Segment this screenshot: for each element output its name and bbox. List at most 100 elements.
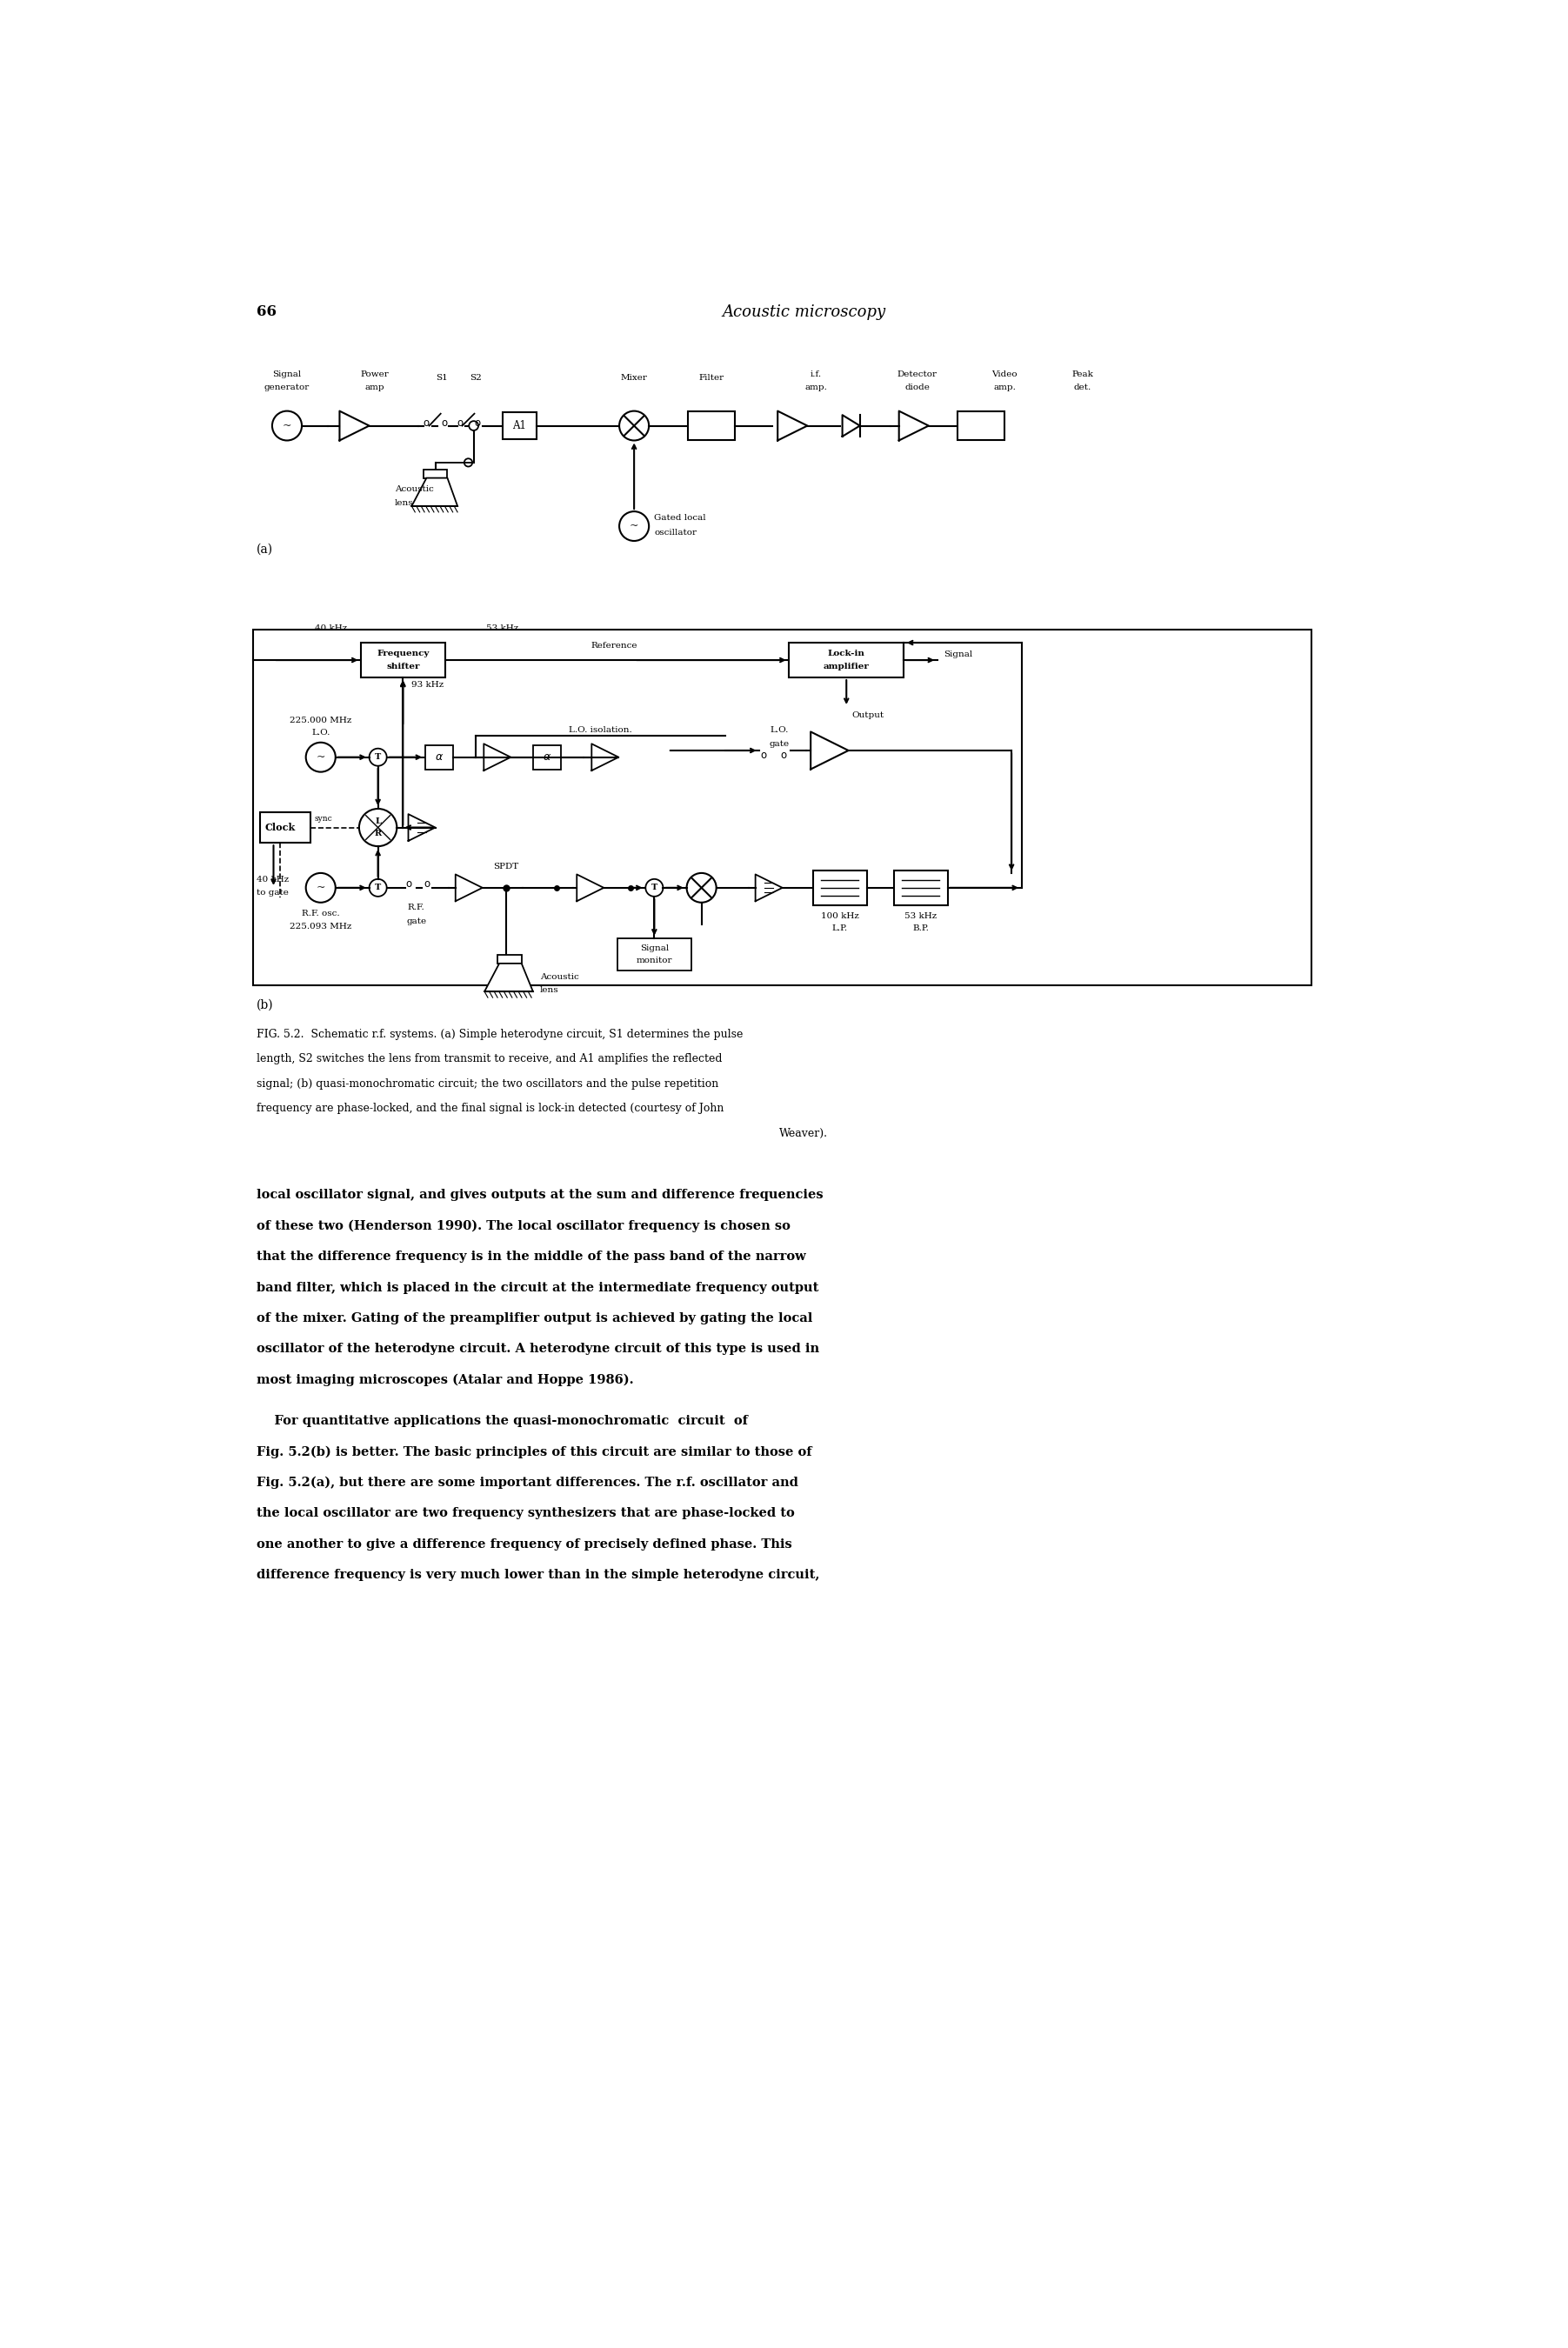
Text: most imaging microscopes (Atalar and Hoppe 1986).: most imaging microscopes (Atalar and Hop…: [257, 1374, 633, 1385]
Text: Acoustic microscopy: Acoustic microscopy: [721, 305, 886, 319]
Text: Signal: Signal: [640, 944, 670, 953]
Text: R.F. osc.: R.F. osc.: [301, 909, 340, 918]
Text: L.O.: L.O.: [770, 726, 789, 735]
Polygon shape: [577, 873, 604, 902]
Text: $\alpha$: $\alpha$: [434, 751, 444, 763]
Polygon shape: [591, 744, 619, 770]
Text: o: o: [781, 749, 787, 761]
Text: diode: diode: [905, 383, 930, 392]
Text: T: T: [375, 754, 381, 761]
Text: Detector: Detector: [897, 371, 938, 378]
Circle shape: [469, 420, 478, 430]
Polygon shape: [756, 873, 782, 902]
Text: T: T: [375, 883, 381, 892]
Bar: [497, 956, 522, 963]
Bar: [618, 939, 691, 970]
Text: Signal: Signal: [273, 371, 301, 378]
Text: 40 kHz: 40 kHz: [257, 876, 289, 883]
Bar: [260, 812, 310, 843]
Bar: [423, 470, 447, 479]
Polygon shape: [340, 411, 368, 441]
Text: Power: Power: [361, 371, 389, 378]
Polygon shape: [455, 873, 483, 902]
Text: Fig. 5.2(a), but there are some important differences. The r.f. oscillator and: Fig. 5.2(a), but there are some importan…: [257, 1477, 798, 1489]
Text: one another to give a difference frequency of precisely defined phase. This: one another to give a difference frequen…: [257, 1538, 792, 1550]
Circle shape: [368, 878, 387, 897]
Bar: [789, 643, 903, 679]
Circle shape: [646, 878, 663, 897]
Text: L.O.: L.O.: [312, 730, 329, 737]
Text: amp.: amp.: [994, 383, 1016, 392]
Text: the local oscillator are two frequency synthesizers that are phase-locked to: the local oscillator are two frequency s…: [257, 1507, 795, 1519]
Polygon shape: [842, 416, 859, 437]
Text: monitor: monitor: [637, 958, 673, 965]
Text: For quantitative applications the quasi-monochromatic  circuit  of: For quantitative applications the quasi-…: [257, 1416, 748, 1428]
Circle shape: [619, 411, 649, 441]
Text: gate: gate: [768, 740, 789, 747]
Text: Weaver).: Weaver).: [779, 1127, 828, 1139]
Text: o: o: [423, 418, 430, 430]
Text: length, S2 switches the lens from transmit to receive, and A1 amplifies the refl: length, S2 switches the lens from transm…: [257, 1054, 723, 1064]
Text: local oscillator signal, and gives outputs at the sum and difference frequencies: local oscillator signal, and gives outpu…: [257, 1188, 823, 1202]
Text: Reference: Reference: [591, 641, 637, 650]
Text: difference frequency is very much lower than in the simple heterodyne circuit,: difference frequency is very much lower …: [257, 1568, 820, 1580]
Text: o: o: [475, 418, 481, 430]
Text: 225.093 MHz: 225.093 MHz: [290, 923, 351, 930]
Text: $\alpha$: $\alpha$: [543, 751, 552, 763]
Text: R.F.: R.F.: [408, 904, 425, 911]
Text: L.O. isolation.: L.O. isolation.: [569, 726, 632, 735]
Text: shifter: shifter: [386, 662, 420, 672]
Polygon shape: [811, 733, 848, 770]
Text: Acoustic: Acoustic: [539, 972, 579, 981]
Circle shape: [619, 512, 649, 540]
Text: signal; (b) quasi-monochromatic circuit; the two oscillators and the pulse repet: signal; (b) quasi-monochromatic circuit;…: [257, 1078, 718, 1089]
Text: lens: lens: [395, 498, 414, 507]
Text: Frequency: Frequency: [376, 650, 430, 657]
Text: T: T: [651, 883, 657, 892]
Polygon shape: [412, 479, 458, 507]
Text: 100 kHz: 100 kHz: [820, 911, 859, 920]
Polygon shape: [485, 963, 533, 991]
Text: of these two (Henderson 1990). The local oscillator frequency is chosen so: of these two (Henderson 1990). The local…: [257, 1221, 790, 1233]
Text: Lock-in: Lock-in: [828, 650, 866, 657]
Bar: [533, 744, 561, 770]
Text: Fig. 5.2(b) is better. The basic principles of this circuit are similar to those: Fig. 5.2(b) is better. The basic princip…: [257, 1446, 812, 1458]
Text: o: o: [441, 418, 447, 430]
Text: SPDT: SPDT: [494, 862, 519, 871]
Text: o: o: [760, 749, 767, 761]
Bar: [361, 643, 445, 679]
Bar: [894, 871, 947, 906]
Text: lens: lens: [539, 986, 558, 993]
Text: i.f.: i.f.: [811, 371, 822, 378]
Text: 53 kHz: 53 kHz: [486, 625, 517, 632]
Text: det.: det.: [1074, 383, 1091, 392]
Text: sync: sync: [314, 815, 332, 822]
Circle shape: [368, 749, 387, 765]
Text: Filter: Filter: [699, 373, 724, 380]
Text: amp: amp: [365, 383, 384, 392]
Circle shape: [359, 808, 397, 845]
Text: that the difference frequency is in the middle of the pass band of the narrow: that the difference frequency is in the …: [257, 1251, 806, 1263]
Text: S2: S2: [470, 373, 481, 380]
Text: 93 kHz: 93 kHz: [411, 681, 444, 688]
Circle shape: [306, 742, 336, 772]
Text: L: L: [375, 817, 381, 826]
Circle shape: [306, 873, 336, 902]
Text: of the mixer. Gating of the preamplifier output is achieved by gating the local: of the mixer. Gating of the preamplifier…: [257, 1313, 812, 1324]
Text: Gated local: Gated local: [654, 514, 706, 521]
Polygon shape: [408, 815, 436, 841]
Text: R: R: [375, 829, 381, 838]
Text: B.P.: B.P.: [913, 925, 928, 932]
Text: Peak: Peak: [1071, 371, 1093, 378]
Text: 66: 66: [257, 305, 276, 319]
Polygon shape: [485, 744, 511, 770]
Text: 40 kHz: 40 kHz: [315, 625, 347, 632]
Text: to gate: to gate: [257, 888, 289, 897]
Bar: [254, 629, 1311, 984]
Text: ~: ~: [317, 751, 325, 763]
Text: o: o: [423, 878, 430, 890]
Circle shape: [273, 411, 301, 441]
Polygon shape: [898, 411, 928, 441]
Text: S1: S1: [436, 373, 448, 380]
Circle shape: [687, 873, 717, 902]
